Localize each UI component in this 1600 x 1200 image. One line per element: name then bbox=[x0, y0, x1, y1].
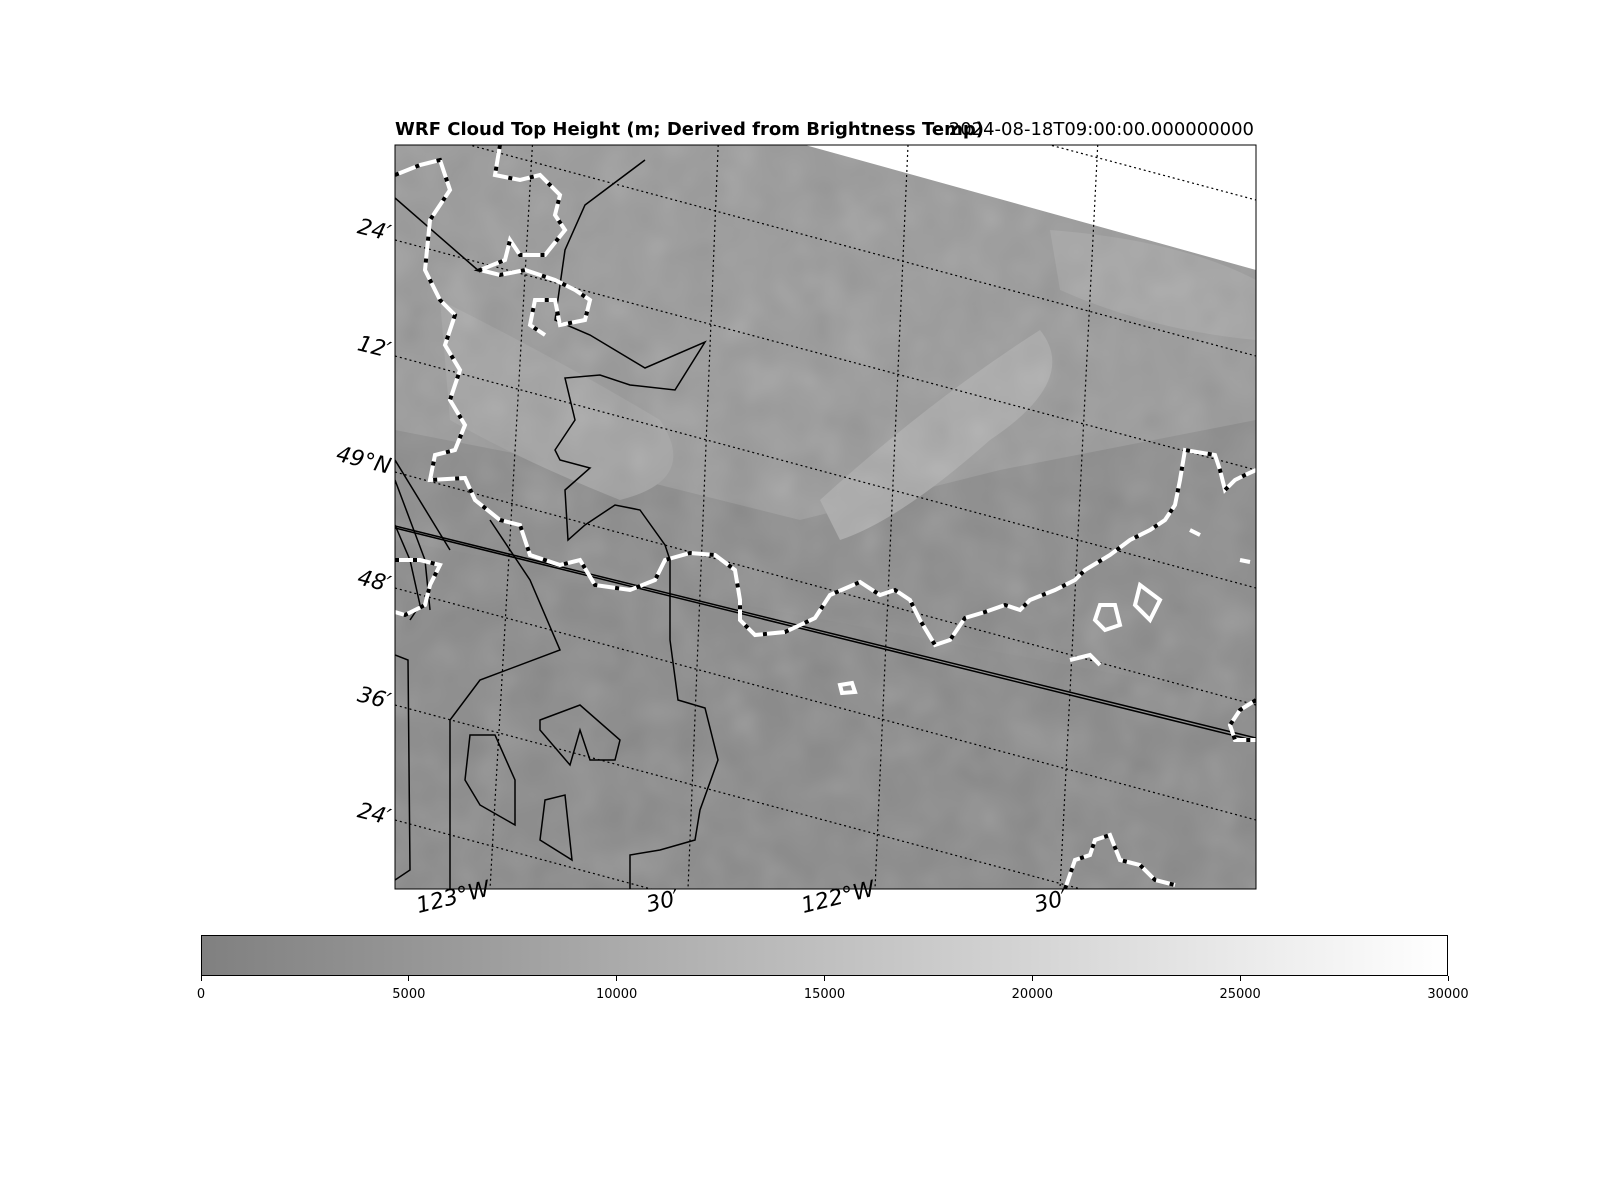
graticule bbox=[395, 145, 1256, 889]
domain-edge bbox=[805, 145, 1256, 270]
colorbar-tickmark bbox=[824, 976, 825, 981]
coastline bbox=[395, 145, 1256, 889]
map-timestamp: 2024-08-18T09:00:00.000000000 bbox=[948, 119, 1254, 140]
colorbar-tickmark bbox=[200, 976, 202, 981]
colorbar-tick-label: 10000 bbox=[595, 987, 638, 1002]
colorbar-tickmark bbox=[1447, 976, 1449, 981]
colorbar bbox=[201, 935, 1448, 976]
colorbar-tickmark bbox=[408, 976, 410, 981]
colorbar-tick-label: 25000 bbox=[1219, 987, 1261, 1002]
map-frame bbox=[394, 144, 1257, 890]
state-borders bbox=[395, 159, 1256, 889]
colorbar-tickmark bbox=[1031, 976, 1033, 981]
cloud-texture bbox=[395, 145, 1256, 889]
colorbar-tick-label: 20000 bbox=[1011, 987, 1054, 1002]
colorbar-tickmark bbox=[1239, 976, 1241, 981]
colorbar-tick-label: 0 bbox=[196, 987, 206, 1002]
colorbar-tickmark bbox=[616, 976, 618, 981]
map-area bbox=[395, 145, 1256, 889]
map-title: WRF Cloud Top Height (m; Derived from Br… bbox=[395, 119, 984, 140]
colorbar-tick-label: 5000 bbox=[392, 987, 426, 1002]
colorbar-tick-label: 15000 bbox=[803, 987, 846, 1002]
colorbar-tick-label: 30000 bbox=[1427, 987, 1469, 1002]
